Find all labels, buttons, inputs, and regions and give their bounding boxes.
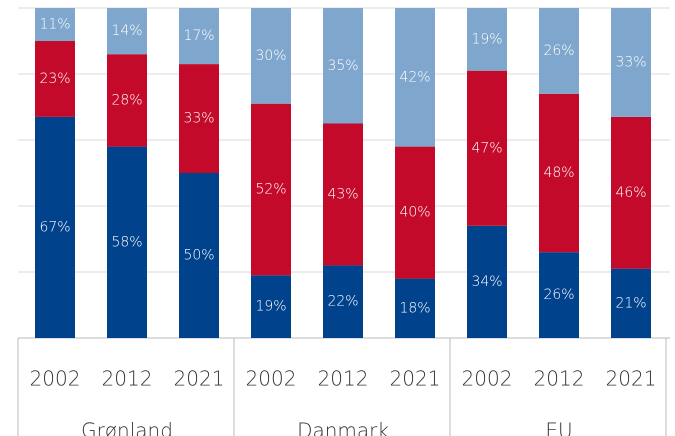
- bar-segment: [395, 8, 435, 147]
- bar-segment: [323, 8, 363, 124]
- x-tick-label: 2002: [246, 367, 297, 391]
- bars: [35, 8, 651, 338]
- bar-segment: [539, 93, 579, 253]
- value-label: 48%: [543, 165, 574, 181]
- bar-segment: [467, 70, 507, 226]
- value-label: 23%: [39, 71, 70, 87]
- bar-segment: [179, 64, 219, 173]
- value-label: 40%: [399, 205, 430, 221]
- bar-segment: [539, 252, 579, 338]
- bar-segment: [611, 116, 651, 269]
- x-tick-label: 2002: [30, 367, 81, 391]
- bar-segment: [539, 8, 579, 94]
- value-label: 50%: [183, 248, 214, 264]
- x-tick-label: 2012: [102, 367, 153, 391]
- bar-segment: [323, 123, 363, 266]
- group-label: EU: [545, 419, 572, 436]
- bar-segment: [251, 275, 291, 338]
- value-label: 11%: [39, 17, 70, 33]
- value-label: 43%: [327, 186, 358, 202]
- bar-segment: [611, 268, 651, 338]
- bar-segment: [251, 8, 291, 104]
- value-label: 19%: [471, 31, 502, 47]
- value-label: 28%: [111, 92, 142, 108]
- bar-segment: [179, 173, 219, 338]
- x-tick-label: 2002: [462, 367, 513, 391]
- value-label: 35%: [327, 58, 358, 74]
- value-label: 58%: [111, 234, 142, 250]
- value-label: 47%: [471, 140, 502, 156]
- x-tick-label: 2021: [390, 367, 441, 391]
- group-label: Grønland: [81, 419, 173, 436]
- value-label: 19%: [255, 299, 286, 315]
- bar-segment: [467, 225, 507, 338]
- value-label: 26%: [543, 43, 574, 59]
- value-label: 52%: [255, 182, 286, 198]
- value-label: 30%: [255, 48, 286, 64]
- bar-segment: [251, 103, 291, 276]
- x-tick-label: 2021: [606, 367, 657, 391]
- x-tick-label: 2012: [534, 367, 585, 391]
- value-label: 42%: [399, 69, 430, 85]
- value-label: 21%: [615, 295, 646, 311]
- value-label: 26%: [543, 287, 574, 303]
- bar-segment: [35, 116, 75, 338]
- value-label: 46%: [615, 185, 646, 201]
- bar-segment: [107, 146, 147, 338]
- labels: 2002 67% 23% 11% 2012 58% 28% 14% 2021 50% 33% 17% G…: [30, 17, 657, 436]
- bar-segment: [467, 8, 507, 71]
- bar-segment: [35, 8, 75, 41]
- bar-segment: [323, 265, 363, 338]
- bar-segment: [107, 8, 147, 55]
- bar-segment: [395, 278, 435, 338]
- x-tick-label: 2021: [174, 367, 225, 391]
- value-label: 17%: [183, 28, 214, 44]
- value-label: 33%: [615, 54, 646, 70]
- value-label: 67%: [39, 219, 70, 235]
- value-label: 14%: [111, 23, 142, 39]
- bar-segment: [107, 54, 147, 147]
- bar-segment: [35, 41, 75, 117]
- bar-segment: [611, 8, 651, 117]
- x-tick-label: 2012: [318, 367, 369, 391]
- value-label: 18%: [399, 300, 430, 316]
- value-label: 33%: [183, 111, 214, 127]
- value-label: 34%: [471, 274, 502, 290]
- bar-segment: [395, 146, 435, 279]
- value-label: 22%: [327, 294, 358, 310]
- bar-segment: [179, 8, 219, 65]
- group-label: Danmark: [297, 419, 389, 436]
